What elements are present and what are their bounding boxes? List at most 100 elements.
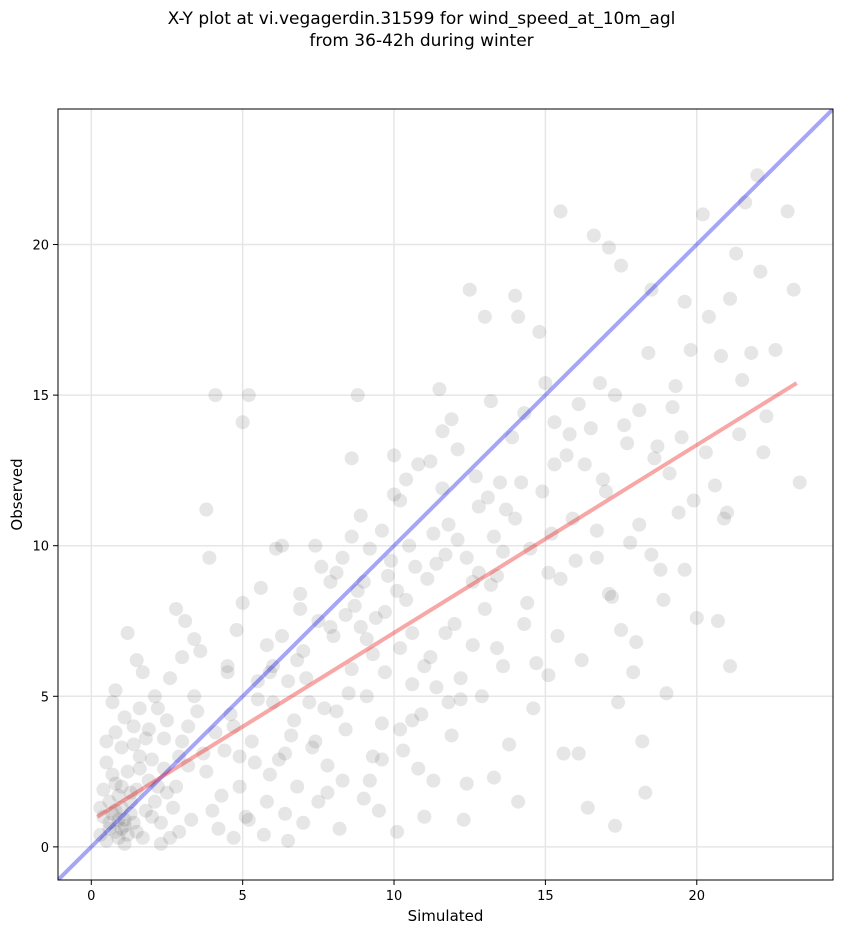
data-point: [308, 734, 323, 749]
data-point: [659, 686, 674, 701]
data-point: [271, 752, 286, 767]
data-point: [326, 629, 341, 644]
data-point: [653, 562, 668, 577]
data-point: [707, 478, 722, 493]
x-tick-label: 5: [239, 889, 247, 904]
data-point: [423, 650, 438, 665]
data-point: [117, 710, 132, 725]
data-point: [465, 638, 480, 653]
data-point: [720, 505, 735, 520]
data-point: [308, 538, 323, 553]
data-point: [135, 830, 150, 845]
data-point: [417, 659, 432, 674]
data-point: [259, 638, 274, 653]
data-point: [399, 592, 414, 607]
data-point: [532, 324, 547, 339]
data-point: [402, 538, 417, 553]
data-point: [647, 451, 662, 466]
data-point: [759, 409, 774, 424]
data-point: [390, 583, 405, 598]
data-point: [547, 457, 562, 472]
data-point: [290, 653, 305, 668]
data-point: [374, 716, 389, 731]
data-point: [196, 746, 211, 761]
data-point: [556, 746, 571, 761]
y-axis-label: Observed: [8, 458, 26, 530]
data-point: [275, 538, 290, 553]
data-point: [241, 388, 256, 403]
data-point: [220, 665, 235, 680]
data-point: [496, 544, 511, 559]
data-point: [317, 701, 332, 716]
data-point: [541, 565, 556, 580]
data-point: [614, 258, 629, 273]
data-point: [686, 493, 701, 508]
data-point: [459, 550, 474, 565]
data-point: [738, 195, 753, 210]
data-point: [689, 610, 704, 625]
data-point: [159, 713, 174, 728]
data-point: [290, 779, 305, 794]
data-point: [311, 794, 326, 809]
data-point: [341, 686, 356, 701]
data-point: [377, 665, 392, 680]
data-point: [453, 692, 468, 707]
data-point: [541, 668, 556, 683]
data-point: [359, 632, 374, 647]
data-point: [459, 776, 474, 791]
y-tick-label: 15: [32, 389, 49, 404]
data-point: [792, 475, 807, 490]
data-point: [489, 641, 504, 656]
data-point: [335, 550, 350, 565]
data-point: [247, 755, 262, 770]
data-point: [486, 529, 501, 544]
data-point: [117, 818, 132, 833]
data-point: [435, 481, 450, 496]
data-point: [153, 815, 168, 830]
data-point: [644, 547, 659, 562]
data-point: [129, 824, 144, 839]
data-point: [571, 746, 586, 761]
data-point: [732, 427, 747, 442]
data-point: [281, 833, 296, 848]
data-point: [226, 719, 241, 734]
data-point: [259, 794, 274, 809]
data-point: [698, 445, 713, 460]
data-point: [114, 740, 129, 755]
data-point: [553, 204, 568, 219]
data-point: [208, 725, 223, 740]
data-point: [589, 550, 604, 565]
data-point: [538, 376, 553, 391]
data-point: [429, 556, 444, 571]
data-point: [314, 559, 329, 574]
data-point: [562, 427, 577, 442]
data-point: [302, 695, 317, 710]
data-point: [574, 653, 589, 668]
data-point: [650, 439, 665, 454]
data-point: [547, 415, 562, 430]
data-point: [526, 701, 541, 716]
data-point: [423, 454, 438, 469]
data-point: [305, 740, 320, 755]
data-point: [265, 659, 280, 674]
data-point: [344, 451, 359, 466]
data-point: [629, 635, 644, 650]
x-tick-label: 15: [537, 889, 554, 904]
data-point: [508, 288, 523, 303]
data-point: [226, 830, 241, 845]
data-point: [405, 677, 420, 692]
data-point: [147, 794, 162, 809]
data-point: [175, 650, 190, 665]
y-tick-label: 0: [41, 841, 49, 856]
data-point: [471, 565, 486, 580]
data-point: [735, 373, 750, 388]
data-point: [435, 424, 450, 439]
data-point: [592, 376, 607, 391]
data-point: [159, 785, 174, 800]
data-point: [674, 430, 689, 445]
data-point: [571, 397, 586, 412]
data-point: [405, 626, 420, 641]
data-point: [717, 511, 732, 526]
data-point: [323, 620, 338, 635]
